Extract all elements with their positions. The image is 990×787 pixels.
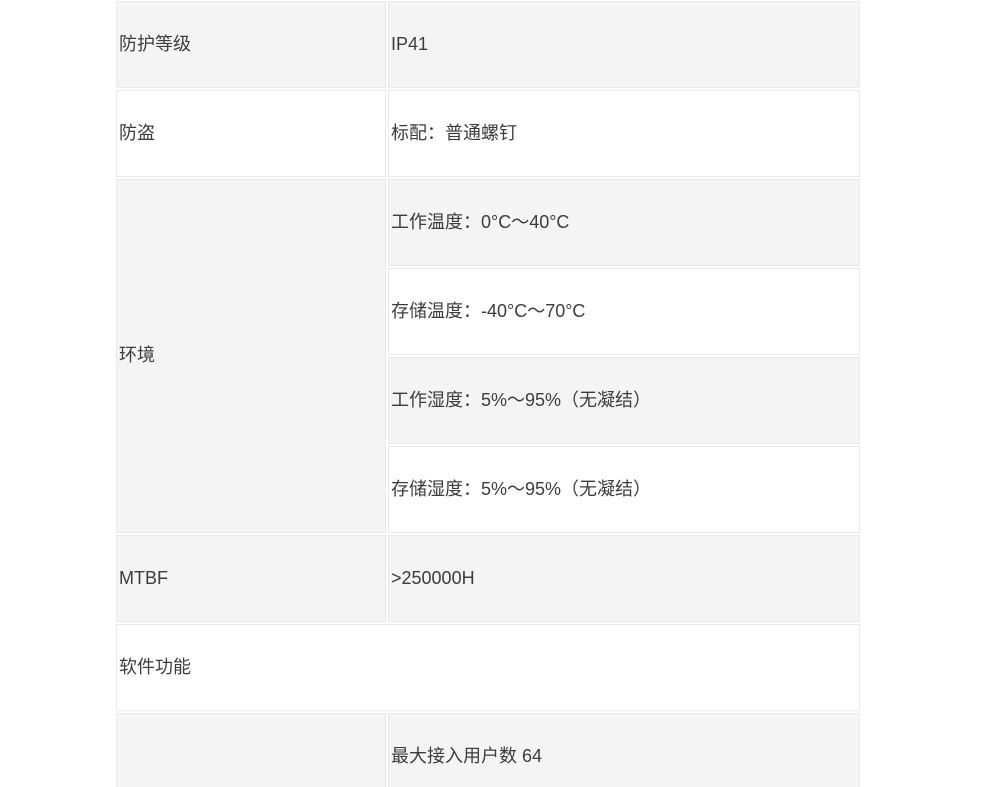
spec-label-environment: 环境 — [116, 179, 386, 533]
spec-section-software-features: 软件功能 — [116, 624, 860, 711]
table-row-environment-2: 存储温度：-40°C～70°C — [116, 268, 860, 355]
table-row-protection: 防护等级 IP41 — [116, 1, 860, 88]
table-row-environment-3: 工作湿度：5%～95%（无凝结） — [116, 357, 860, 444]
spec-value-max-users: 最大接入用户数 64 — [388, 713, 860, 787]
spec-value-antitheft: 标配：普通螺钉 — [388, 90, 860, 177]
spec-value-mtbf: >250000H — [388, 535, 860, 622]
spec-label-antitheft: 防盗 — [116, 90, 386, 177]
table-row-antitheft: 防盗 标配：普通螺钉 — [116, 90, 860, 177]
table-row-environment-1: 环境 工作温度：0°C～40°C — [116, 179, 860, 533]
spec-value-operating-temperature: 工作温度：0°C～40°C — [388, 179, 860, 266]
spec-table: 防护等级 IP41 防盗 标配：普通螺钉 环境 工作温度：0°C～40°C 存储… — [114, 0, 862, 787]
table-row-mtbf: MTBF >250000H — [116, 535, 860, 622]
spec-value-operating-humidity: 工作湿度：5%～95%（无凝结） — [388, 357, 860, 444]
table-row-max-users: 最大接入用户数 64 — [116, 713, 860, 787]
table-row-environment-4: 存储湿度：5%～95%（无凝结） — [116, 446, 860, 533]
spec-value-protection-level: IP41 — [388, 1, 860, 88]
spec-value-storage-temperature: 存储温度：-40°C～70°C — [388, 268, 860, 355]
spec-label-protection-level: 防护等级 — [116, 1, 386, 88]
table-row-software-features: 软件功能 — [116, 624, 860, 711]
spec-label-mtbf: MTBF — [116, 535, 386, 622]
spec-label-empty — [116, 713, 386, 787]
spec-value-storage-humidity: 存储湿度：5%～95%（无凝结） — [388, 446, 860, 533]
